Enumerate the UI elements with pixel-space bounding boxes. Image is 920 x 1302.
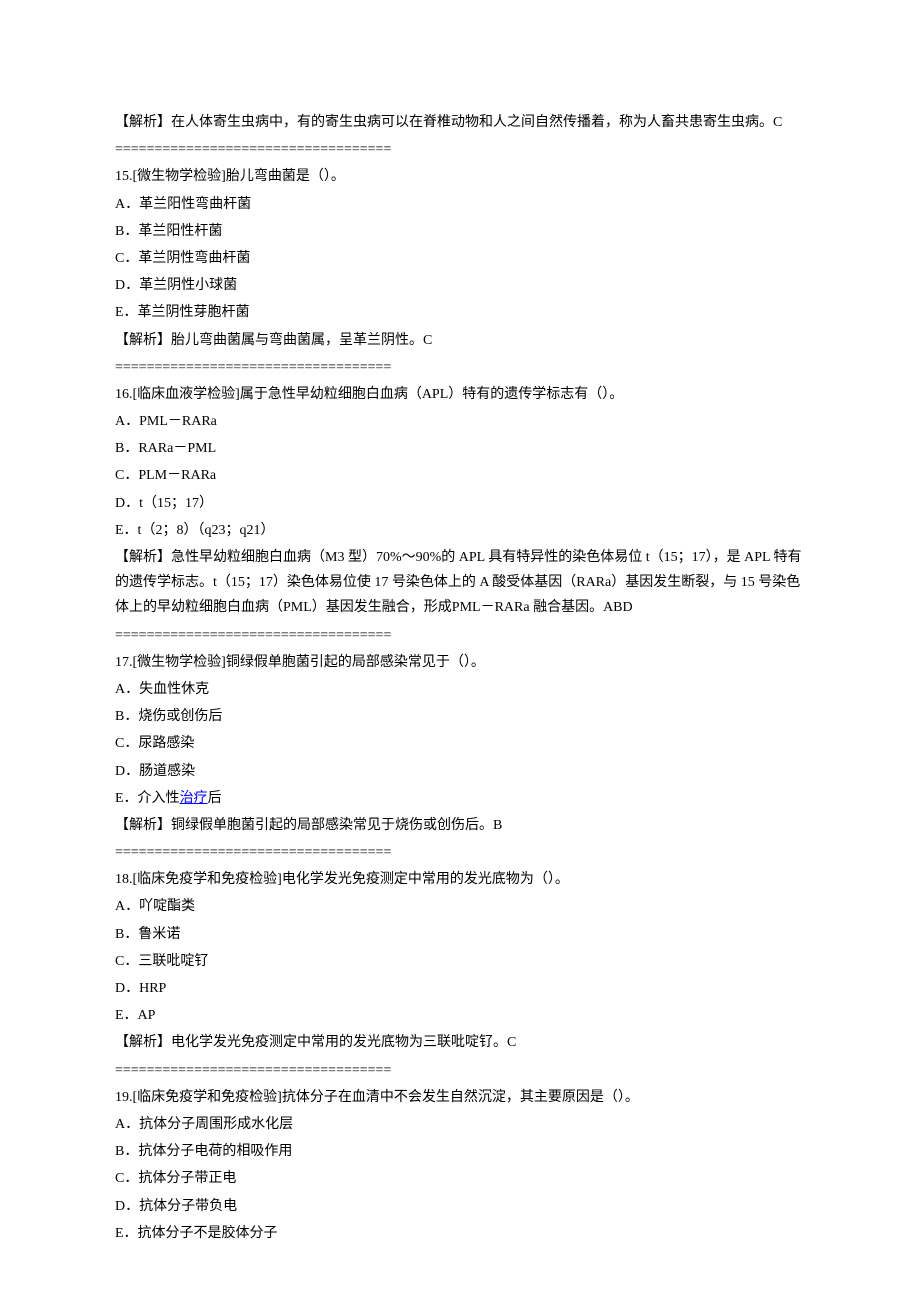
q18-option-b: B．鲁米诺 xyxy=(115,922,805,947)
q19-option-b: B．抗体分子电荷的相吸作用 xyxy=(115,1139,805,1164)
q19-option-a: A．抗体分子周围形成水化层 xyxy=(115,1112,805,1137)
divider: =================================== xyxy=(115,137,805,162)
q17-option-c: C．尿路感染 xyxy=(115,731,805,756)
q18-option-e: E．AP xyxy=(115,1003,805,1028)
q16-option-e: E．t（2；8）（q23；q21） xyxy=(115,518,805,543)
q16-option-b: B．RARa－PML xyxy=(115,436,805,461)
q18-title: 18.[临床免疫学和免疫检验]电化学发光免疫测定中常用的发光底物为（）。 xyxy=(115,867,805,892)
q19-option-c: C．抗体分子带正电 xyxy=(115,1166,805,1191)
q16-option-a: A．PML－RARa xyxy=(115,409,805,434)
q18-option-c: C．三联吡啶钌 xyxy=(115,949,805,974)
q15-option-c: C．革兰阴性弯曲杆菌 xyxy=(115,246,805,271)
q15-explanation: 【解析】胎儿弯曲菌属与弯曲菌属，呈革兰阴性。C xyxy=(115,328,805,353)
q17-option-a: A．失血性休克 xyxy=(115,677,805,702)
q15-title: 15.[微生物学检验]胎儿弯曲菌是（）。 xyxy=(115,164,805,189)
q17-option-d: D．肠道感染 xyxy=(115,759,805,784)
q15-option-a: A．革兰阳性弯曲杆菌 xyxy=(115,192,805,217)
q15-option-b: B．革兰阳性杆菌 xyxy=(115,219,805,244)
q17-title: 17.[微生物学检验]铜绿假单胞菌引起的局部感染常见于（）。 xyxy=(115,650,805,675)
q17-option-e-prefix: E．介入性 xyxy=(115,791,180,806)
treatment-link[interactable]: 治疗 xyxy=(180,791,208,806)
divider: =================================== xyxy=(115,623,805,648)
q16-explanation: 【解析】急性早幼粒细胞白血病（M3 型）70%～90%的 APL 具有特异性的染… xyxy=(115,545,805,621)
q19-option-d: D．抗体分子带负电 xyxy=(115,1194,805,1219)
intro-explanation: 【解析】在人体寄生虫病中，有的寄生虫病可以在脊椎动物和人之间自然传播着，称为人畜… xyxy=(115,110,805,135)
q18-option-a: A．吖啶酯类 xyxy=(115,894,805,919)
q18-option-d: D．HRP xyxy=(115,976,805,1001)
q18-explanation: 【解析】电化学发光免疫测定中常用的发光底物为三联吡啶钌。C xyxy=(115,1030,805,1055)
q17-option-e-suffix: 后 xyxy=(208,791,222,806)
q17-option-b: B．烧伤或创伤后 xyxy=(115,704,805,729)
q15-option-d: D．革兰阴性小球菌 xyxy=(115,273,805,298)
divider: =================================== xyxy=(115,1058,805,1083)
divider: =================================== xyxy=(115,355,805,380)
q16-option-c: C．PLM－RARa xyxy=(115,463,805,488)
q15-option-e: E．革兰阴性芽胞杆菌 xyxy=(115,300,805,325)
q19-option-e: E．抗体分子不是胶体分子 xyxy=(115,1221,805,1246)
q17-explanation: 【解析】铜绿假单胞菌引起的局部感染常见于烧伤或创伤后。B xyxy=(115,813,805,838)
divider: =================================== xyxy=(115,840,805,865)
q16-title: 16.[临床血液学检验]属于急性早幼粒细胞白血病（APL）特有的遗传学标志有（）… xyxy=(115,382,805,407)
q19-title: 19.[临床免疫学和免疫检验]抗体分子在血清中不会发生自然沉淀，其主要原因是（）… xyxy=(115,1085,805,1110)
q16-option-d: D．t（15；17） xyxy=(115,491,805,516)
q17-option-e: E．介入性治疗后 xyxy=(115,786,805,811)
